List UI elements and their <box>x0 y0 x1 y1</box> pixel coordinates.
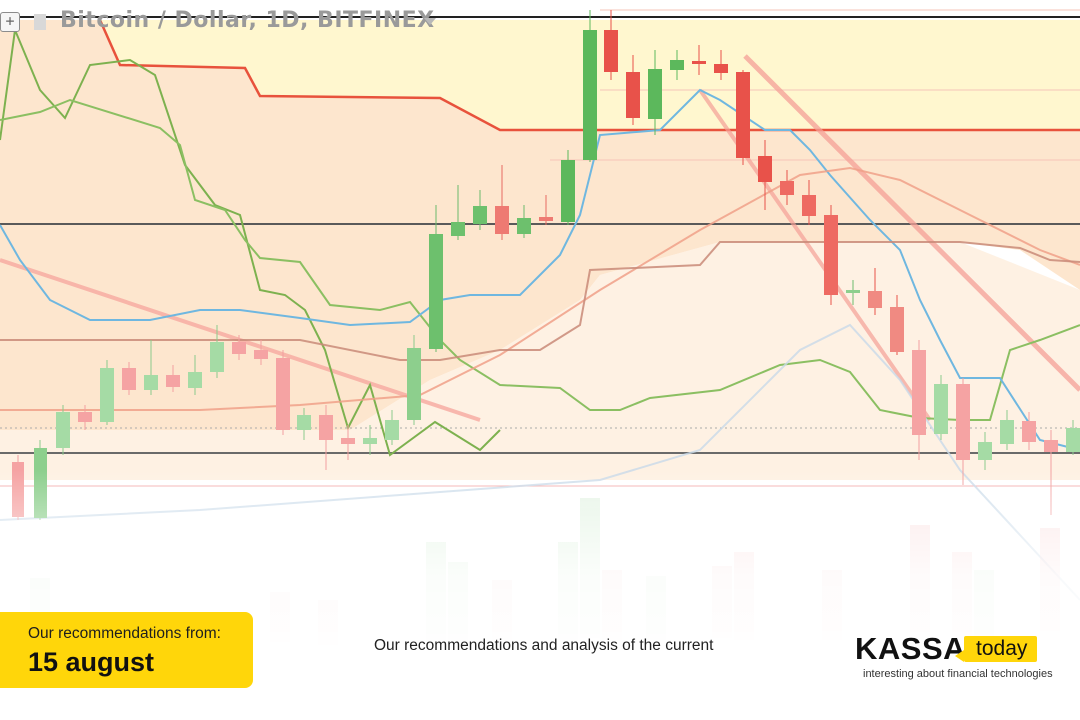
candle[interactable] <box>802 195 816 216</box>
recommendation-label: Our recommendations from: <box>28 625 221 642</box>
tenkan-line <box>0 88 1080 451</box>
candle[interactable] <box>341 438 355 444</box>
candle[interactable] <box>736 72 750 158</box>
candle[interactable] <box>692 61 706 64</box>
candle[interactable] <box>451 222 465 236</box>
chart-title[interactable]: Bitcoin / Dollar, 1D, BITFINEX <box>60 8 435 33</box>
candle[interactable] <box>824 215 838 295</box>
chevron-down-icon[interactable] <box>424 18 436 25</box>
candle[interactable] <box>780 181 794 195</box>
trendline-right-upper[interactable] <box>743 54 1080 392</box>
recommendation-date: 15 august <box>28 647 155 677</box>
candle[interactable] <box>122 368 136 390</box>
candle[interactable] <box>407 348 421 420</box>
brown-line <box>0 241 1080 361</box>
candle[interactable] <box>1066 428 1080 452</box>
logo-name: KASSA <box>855 631 967 666</box>
candle[interactable] <box>144 375 158 390</box>
candle[interactable] <box>517 218 531 234</box>
candle[interactable] <box>297 415 311 430</box>
candle[interactable] <box>1022 421 1036 442</box>
candle[interactable] <box>56 412 70 448</box>
series-flag-icon <box>34 14 46 30</box>
candle[interactable] <box>385 420 399 440</box>
candle[interactable] <box>912 350 926 435</box>
candle[interactable] <box>429 234 443 349</box>
candle[interactable] <box>934 384 948 434</box>
analysis-caption: Our recommendations and analysis of the … <box>374 637 714 654</box>
candle[interactable] <box>78 412 92 422</box>
recommendation-box: Our recommendations from: 15 august <box>0 612 253 688</box>
candle[interactable] <box>210 342 224 372</box>
candle[interactable] <box>561 160 575 222</box>
candle[interactable] <box>758 156 772 182</box>
candle[interactable] <box>495 206 509 234</box>
expand-icon[interactable]: + <box>0 12 20 32</box>
candle[interactable] <box>1044 440 1058 452</box>
candle[interactable] <box>714 64 728 73</box>
candle[interactable] <box>846 290 860 293</box>
candle[interactable] <box>626 72 640 118</box>
candle[interactable] <box>363 438 377 444</box>
candle[interactable] <box>648 69 662 119</box>
candle[interactable] <box>319 415 333 440</box>
candle[interactable] <box>100 368 114 422</box>
kijun-line <box>98 19 1080 132</box>
kassa-today-logo[interactable]: KASSA today interesting about financial … <box>855 632 1055 682</box>
candle[interactable] <box>890 307 904 352</box>
candle[interactable] <box>473 206 487 224</box>
candle[interactable] <box>254 350 268 359</box>
cloud-lower-band <box>0 242 1080 480</box>
candle[interactable] <box>604 30 618 72</box>
candle[interactable] <box>539 217 553 221</box>
candle[interactable] <box>188 372 202 388</box>
candle[interactable] <box>978 442 992 460</box>
candle[interactable] <box>276 358 290 430</box>
candle[interactable] <box>956 384 970 460</box>
ma-line <box>0 166 1080 411</box>
candle[interactable] <box>166 375 180 387</box>
chikou-line <box>0 26 501 457</box>
candle[interactable] <box>1000 420 1014 444</box>
cloud-upper-area <box>0 20 1080 130</box>
candle[interactable] <box>670 60 684 70</box>
logo-badge: today <box>954 636 1038 662</box>
candle[interactable] <box>868 291 882 308</box>
candle[interactable] <box>232 342 246 354</box>
logo-tagline: interesting about financial technologies <box>863 668 1053 680</box>
candle[interactable] <box>583 30 597 160</box>
